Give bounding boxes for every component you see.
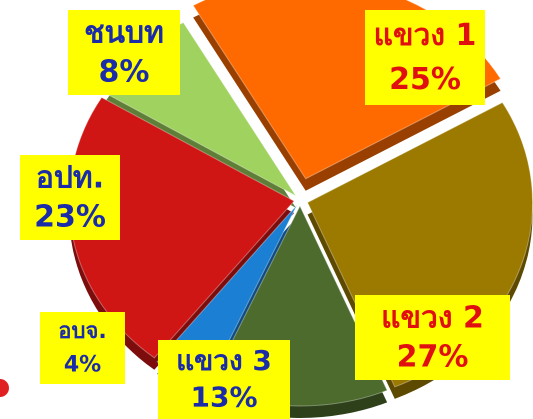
label-box [40, 312, 125, 384]
labels: แขวง 1 25% แขวง 2 27% แขวง 313% อบจ. 4% อปท. 23%… [20, 10, 510, 419]
category-label: อบจ. [58, 319, 106, 344]
category-label: ชนบท [84, 15, 164, 50]
label-box [365, 10, 485, 105]
label-box [68, 10, 180, 95]
value-label: 8% [99, 54, 150, 89]
category-label: แขวง 1 [374, 18, 477, 53]
dot [0, 379, 9, 397]
value-label: 23% [34, 199, 106, 234]
category-label: แขวง 3 [176, 344, 272, 377]
label-box [355, 295, 510, 380]
category-label: แขวง 2 [381, 300, 484, 335]
value-label: 27% [397, 339, 469, 374]
value-label: 13% [190, 380, 257, 413]
value-label: 25% [389, 62, 461, 97]
label-box [20, 155, 120, 240]
label-box [158, 340, 290, 419]
value-label: 4% [64, 352, 101, 377]
category-label: อปท. [36, 160, 104, 195]
